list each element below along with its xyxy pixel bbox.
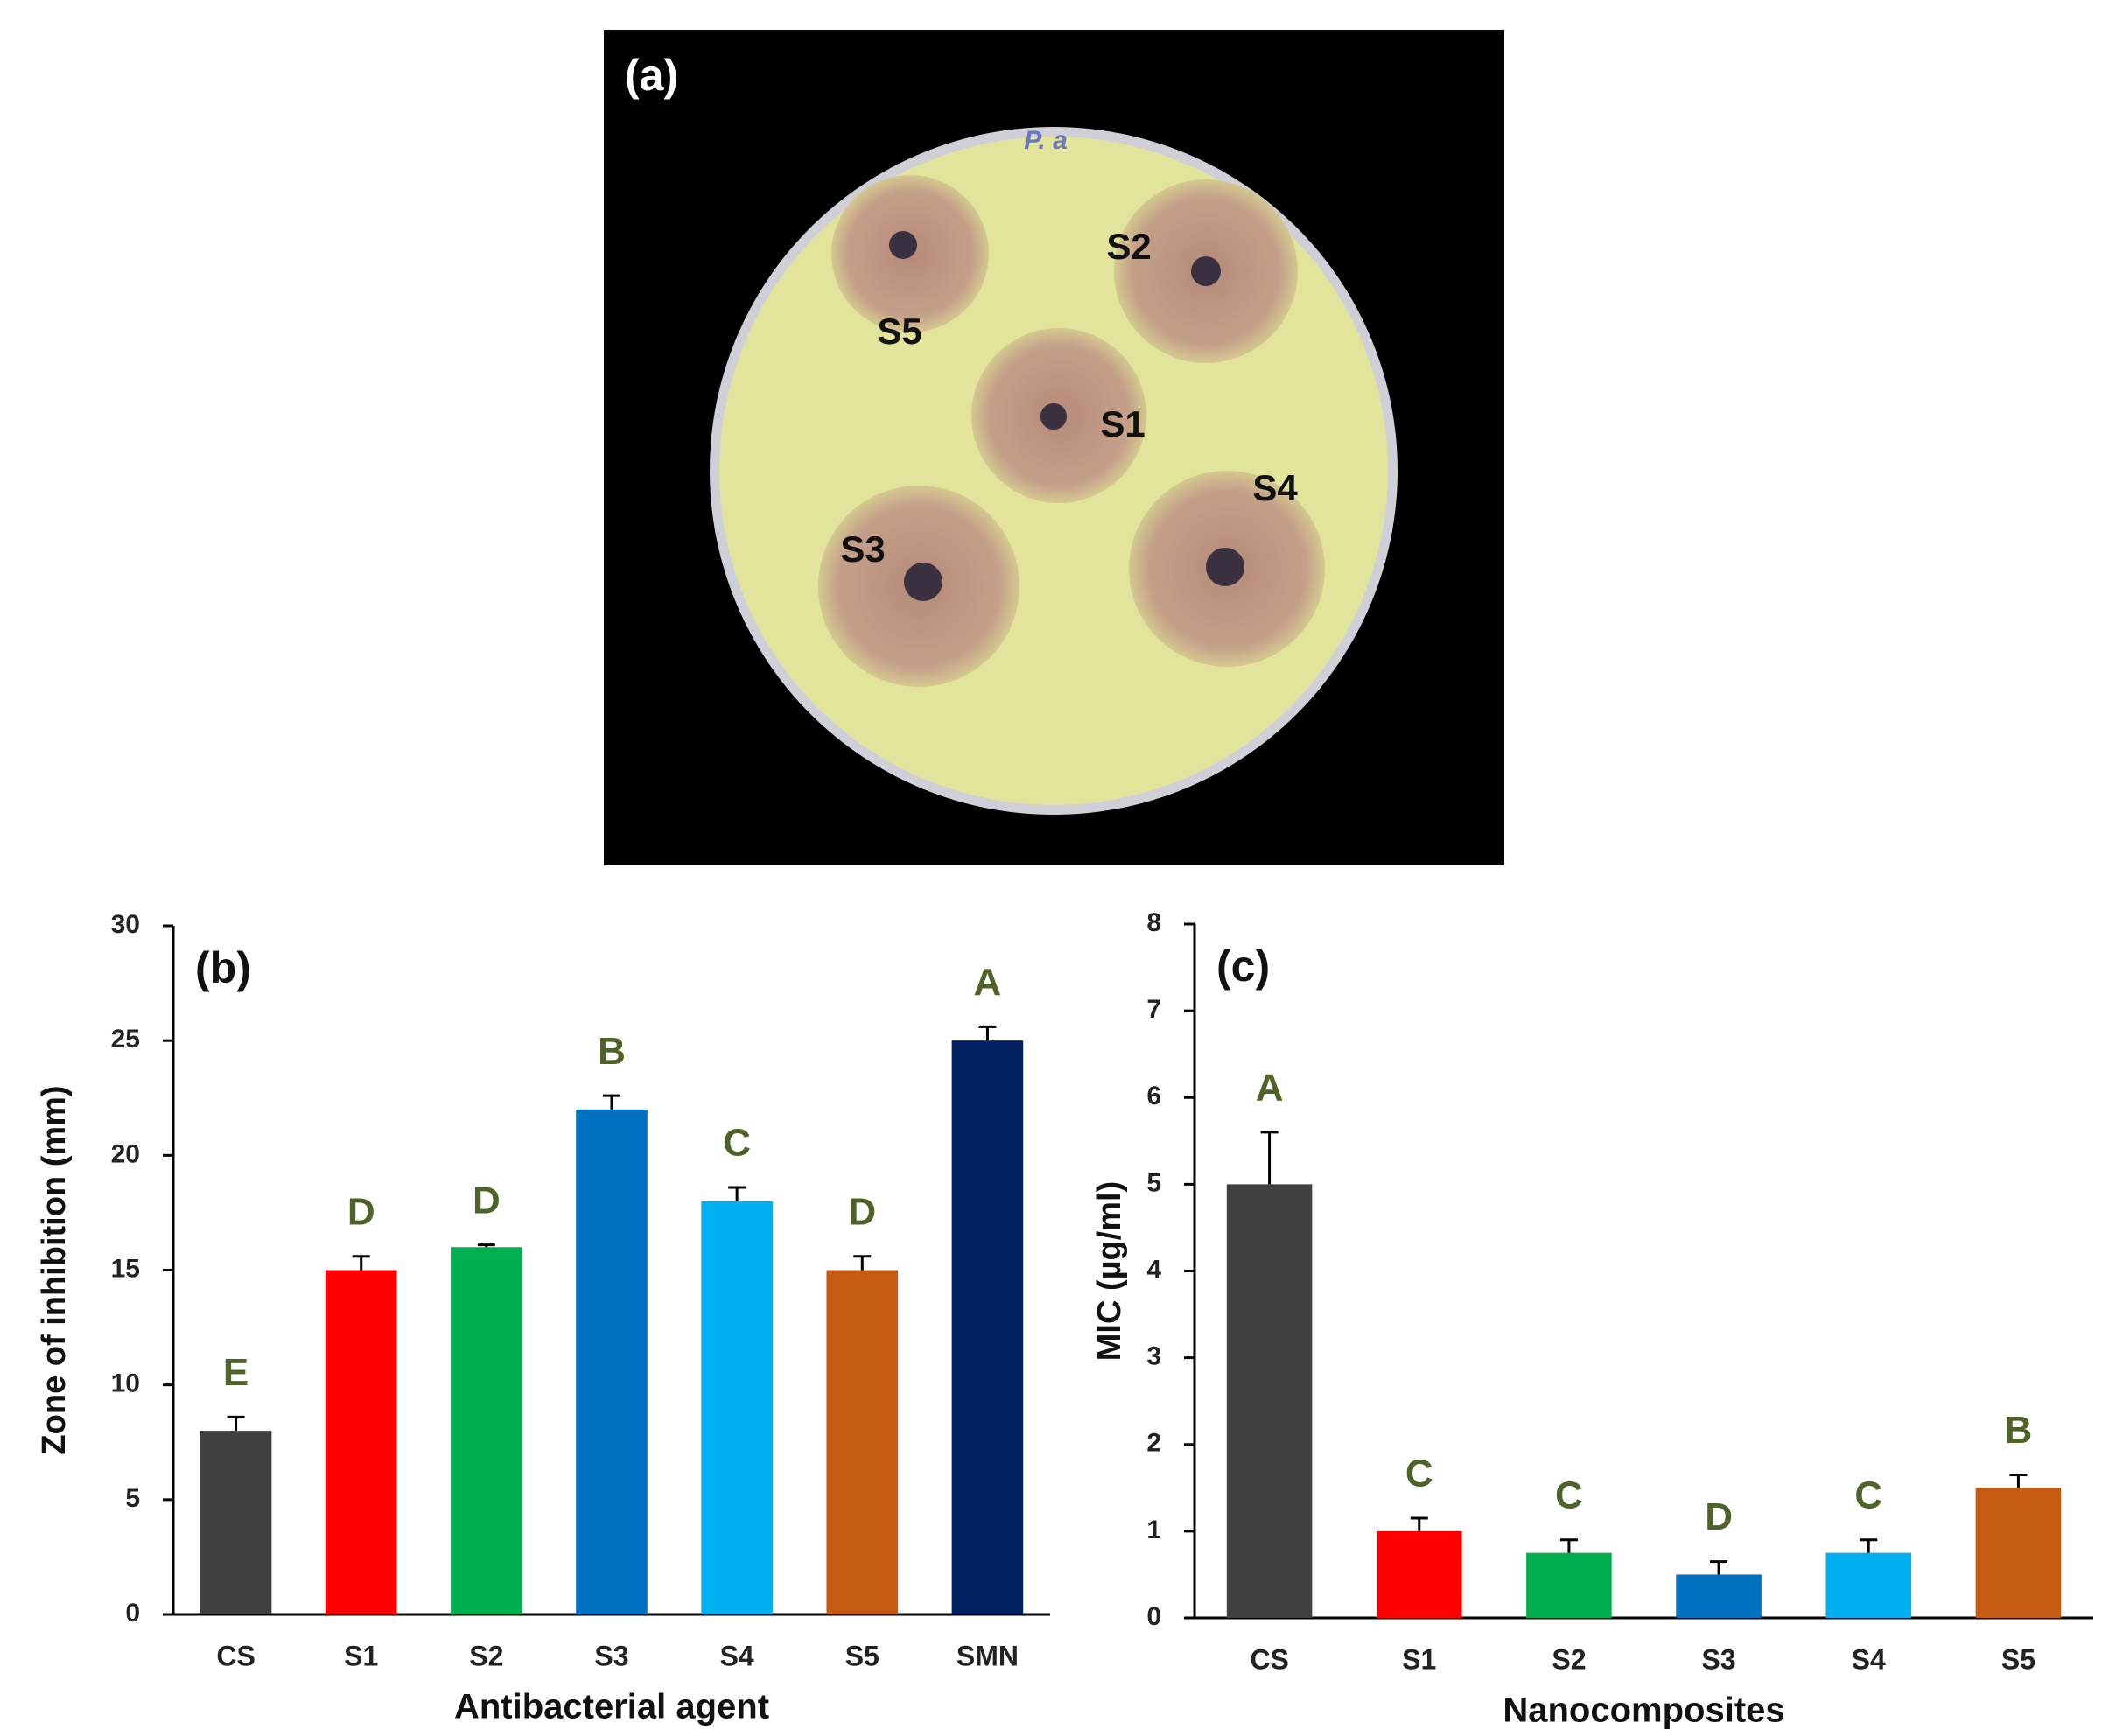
disc-labels: S1 S2 S3 S4 S5 <box>840 226 1298 570</box>
y-tick-label: 2 <box>1146 1429 1161 1458</box>
bar <box>1526 1552 1612 1618</box>
disc-label: S1 <box>1100 403 1145 444</box>
bar <box>1975 1488 2062 1618</box>
significance-letter: B <box>2005 1409 2033 1452</box>
bar <box>1825 1552 1912 1618</box>
y-tick-label: 5 <box>125 1484 140 1513</box>
x-tick-label: S5 <box>2001 1643 2035 1675</box>
y-tick-label: 5 <box>1146 1168 1161 1197</box>
significance-letter: A <box>974 961 1002 1004</box>
x-tick-label: S1 <box>344 1640 378 1671</box>
disc-label: S4 <box>1252 467 1298 508</box>
significance-letter: D <box>848 1190 876 1233</box>
bar <box>576 1109 648 1614</box>
bar <box>1376 1530 1462 1618</box>
disc <box>904 563 942 601</box>
significance-letter: E <box>223 1351 249 1394</box>
x-tick-label: CS <box>216 1640 255 1671</box>
bar <box>1676 1574 1762 1618</box>
significance-letter: C <box>1555 1474 1583 1516</box>
significance-letter: C <box>723 1122 751 1165</box>
bar <box>1226 1184 1313 1618</box>
panel-label: (b) <box>195 943 251 992</box>
y-tick-label: 10 <box>111 1369 140 1398</box>
y-tick-label: 4 <box>1146 1255 1161 1284</box>
significance-letter: C <box>1405 1452 1433 1495</box>
bar <box>951 1040 1024 1614</box>
y-tick-label: 20 <box>111 1139 140 1168</box>
x-tick-label: S2 <box>469 1640 503 1671</box>
disc <box>889 231 917 259</box>
y-tick-label: 1 <box>1146 1516 1161 1544</box>
disc <box>1206 548 1244 586</box>
disc-label: S3 <box>840 528 885 570</box>
plate-note: P. a <box>1024 126 1068 155</box>
x-axis-title: Nanocomposites <box>1503 1691 1784 1730</box>
x-tick-label: S3 <box>1702 1643 1736 1675</box>
bar <box>701 1200 773 1614</box>
disc <box>1191 256 1221 286</box>
disc-label: S5 <box>877 311 921 352</box>
x-tick-label: S2 <box>1552 1643 1586 1675</box>
y-tick-label: 30 <box>111 910 140 939</box>
y-tick-label: 15 <box>111 1254 140 1283</box>
bar <box>451 1247 522 1614</box>
x-tick-label: S1 <box>1402 1643 1436 1675</box>
bar <box>325 1270 397 1614</box>
panel-label: (a) <box>625 51 678 100</box>
y-axis-title: Zone of inhibition (mm) <box>36 1085 73 1454</box>
y-tick-label: 0 <box>1146 1602 1161 1631</box>
x-axis-title: Antibacterial agent <box>454 1688 769 1726</box>
disc-label: S2 <box>1106 226 1151 267</box>
y-tick-label: 0 <box>125 1599 140 1628</box>
x-tick-label: S4 <box>1852 1643 1886 1675</box>
significance-letter: C <box>1854 1474 1882 1516</box>
y-tick-label: 25 <box>111 1025 140 1054</box>
bar <box>200 1431 272 1614</box>
x-tick-label: CS <box>1250 1643 1288 1675</box>
significance-letter: D <box>347 1190 375 1233</box>
bar <box>826 1270 899 1614</box>
y-axis-title: MIC (µg/ml) <box>1091 1181 1128 1362</box>
x-tick-label: S4 <box>720 1640 754 1671</box>
x-tick-label: S3 <box>594 1640 628 1671</box>
y-tick-label: 8 <box>1146 908 1161 937</box>
significance-letter: D <box>473 1179 501 1222</box>
panel-label: (c) <box>1216 942 1270 990</box>
significance-letter: B <box>598 1030 626 1073</box>
x-tick-label: S5 <box>845 1640 879 1671</box>
x-tick-label: SMN <box>956 1640 1019 1671</box>
disc <box>1040 403 1067 430</box>
y-tick-label: 6 <box>1146 1082 1161 1110</box>
y-tick-label: 7 <box>1146 995 1161 1024</box>
significance-letter: D <box>1705 1495 1733 1538</box>
significance-letter: A <box>1256 1067 1284 1110</box>
y-tick-label: 3 <box>1146 1342 1161 1371</box>
